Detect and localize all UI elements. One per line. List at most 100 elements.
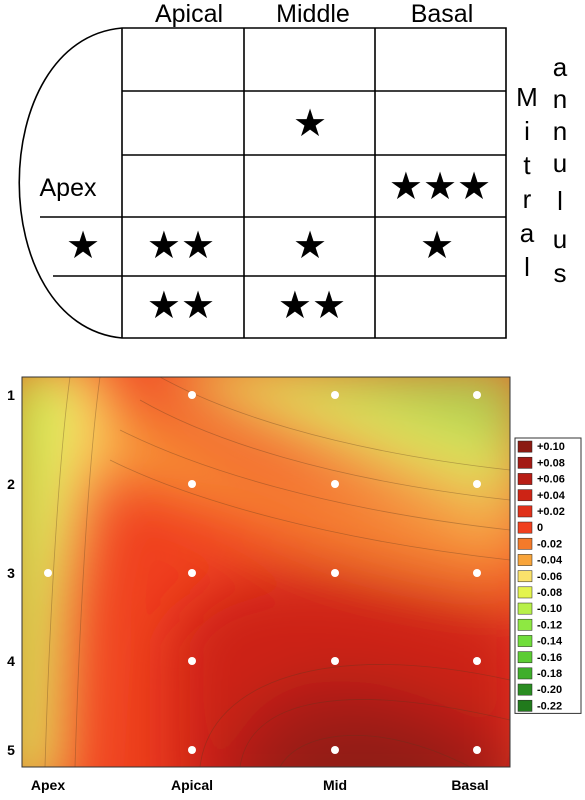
annulus-letter: u <box>553 148 567 178</box>
mitral-letter: M <box>516 82 538 112</box>
legend-swatch <box>517 489 533 502</box>
legend-swatch <box>517 521 533 534</box>
legend-swatch <box>517 570 533 583</box>
legend-label: +0.08 <box>537 457 565 469</box>
legend-swatch <box>517 699 533 712</box>
x-tick-label: Basal <box>451 777 488 793</box>
annulus-letter: n <box>553 116 567 146</box>
y-tick-label: 5 <box>7 742 15 758</box>
annulus-letter: u <box>553 224 567 254</box>
x-tick-labels: Apex Apical Mid Basal <box>31 777 489 793</box>
annulus-label: a n n u l u s <box>553 52 568 288</box>
annulus-letter: a <box>553 52 568 82</box>
legend-label: +0.04 <box>537 490 566 502</box>
mitral-letter: a <box>520 218 535 248</box>
apex-star-row-4: ★ <box>66 225 100 267</box>
x-tick-label: Apex <box>31 777 65 793</box>
sample-point <box>331 746 339 754</box>
mitral-letter: i <box>524 116 530 146</box>
legend-swatch <box>517 554 533 566</box>
apex-stars: ★ <box>66 225 100 267</box>
y-tick-labels: 1 2 3 4 5 <box>7 387 15 758</box>
legend-swatch <box>517 456 533 469</box>
legend-swatch <box>517 602 533 615</box>
legend-swatch <box>517 635 533 647</box>
legend-swatch <box>517 683 533 696</box>
sample-point <box>473 657 481 665</box>
annulus-letter: l <box>557 186 563 216</box>
sample-point <box>188 480 196 488</box>
legend-label: -0.10 <box>537 603 562 615</box>
legend-label: +0.06 <box>537 474 565 486</box>
stars-row4-apical: ★★ <box>147 225 215 267</box>
legend-label: +0.10 <box>537 441 565 453</box>
contour-plot: Apex Apical Mid Basal 1 2 3 4 5 +0.10 +0.08 +0.06… <box>7 376 582 793</box>
sample-point <box>331 391 339 399</box>
sample-point <box>473 480 481 488</box>
legend-swatch <box>517 651 533 664</box>
column-header-basal: Basal <box>411 0 474 28</box>
sample-point <box>473 746 481 754</box>
sample-points <box>44 391 481 754</box>
legend-swatch <box>517 505 533 518</box>
legend-label: -0.04 <box>537 555 563 567</box>
legend-label: -0.16 <box>537 652 562 664</box>
legend-label: -0.02 <box>537 538 562 550</box>
mitral-letter: l <box>524 252 530 282</box>
contour-lines <box>44 377 510 767</box>
stars-row3-basal: ★★★ <box>389 166 491 208</box>
legend-label: -0.20 <box>537 684 562 696</box>
legend-swatch <box>517 667 533 680</box>
contour-fill <box>22 377 510 767</box>
legend-label: -0.06 <box>537 571 562 583</box>
plot-frame <box>21 376 511 768</box>
legend-label: -0.22 <box>537 700 562 712</box>
ventricle-schematic: Apical Middle Basal Apex M i t r a l a n… <box>18 0 568 339</box>
sample-point <box>188 391 196 399</box>
legend-label: -0.08 <box>537 587 562 599</box>
mitral-label: M i t r a l <box>516 82 538 282</box>
column-header-apical: Apical <box>155 0 223 28</box>
legend-swatch <box>517 473 533 485</box>
sample-point <box>188 657 196 665</box>
sample-point <box>331 480 339 488</box>
sample-point <box>473 569 481 577</box>
legend-label: -0.12 <box>537 619 562 631</box>
legend-label: -0.18 <box>537 668 562 680</box>
y-tick-label: 3 <box>7 565 15 581</box>
color-legend: +0.10 +0.08 +0.06 +0.04 +0.02 0 -0.02 -0.04 -0.0… <box>514 437 582 714</box>
y-tick-label: 2 <box>7 476 15 492</box>
legend-label: -0.14 <box>537 636 563 648</box>
mitral-letter: r <box>523 184 532 214</box>
x-tick-label: Apical <box>171 777 213 793</box>
legend-swatch <box>517 440 533 453</box>
column-header-middle: Middle <box>276 0 350 28</box>
segment-stars: ★ ★★★ ★★ ★ ★ ★★ ★★ <box>147 103 491 327</box>
legend-label: 0 <box>537 522 543 534</box>
stars-row5-apical: ★★ <box>147 285 215 327</box>
sample-point <box>188 746 196 754</box>
y-tick-label: 4 <box>7 653 15 669</box>
annulus-letter: s <box>554 258 567 288</box>
stars-row4-basal: ★ <box>420 225 454 267</box>
sample-point <box>44 569 52 577</box>
stars-row4-middle: ★ <box>293 225 327 267</box>
apex-label: Apex <box>40 174 97 202</box>
legend-swatch <box>517 586 533 599</box>
annulus-letter: n <box>553 84 567 114</box>
segment-grid <box>40 28 506 338</box>
legend-swatch <box>517 537 533 550</box>
legend-label: +0.02 <box>537 506 565 518</box>
y-tick-label: 1 <box>7 387 15 403</box>
sample-point <box>331 657 339 665</box>
sample-point <box>188 569 196 577</box>
sample-point <box>473 391 481 399</box>
stars-row2-middle: ★ <box>293 103 327 145</box>
ventricle-outline <box>18 27 507 339</box>
mitral-letter: t <box>523 150 531 180</box>
x-tick-label: Mid <box>323 777 347 793</box>
legend-swatch <box>517 618 533 631</box>
sample-point <box>331 569 339 577</box>
stars-row5-middle: ★★ <box>278 285 346 327</box>
